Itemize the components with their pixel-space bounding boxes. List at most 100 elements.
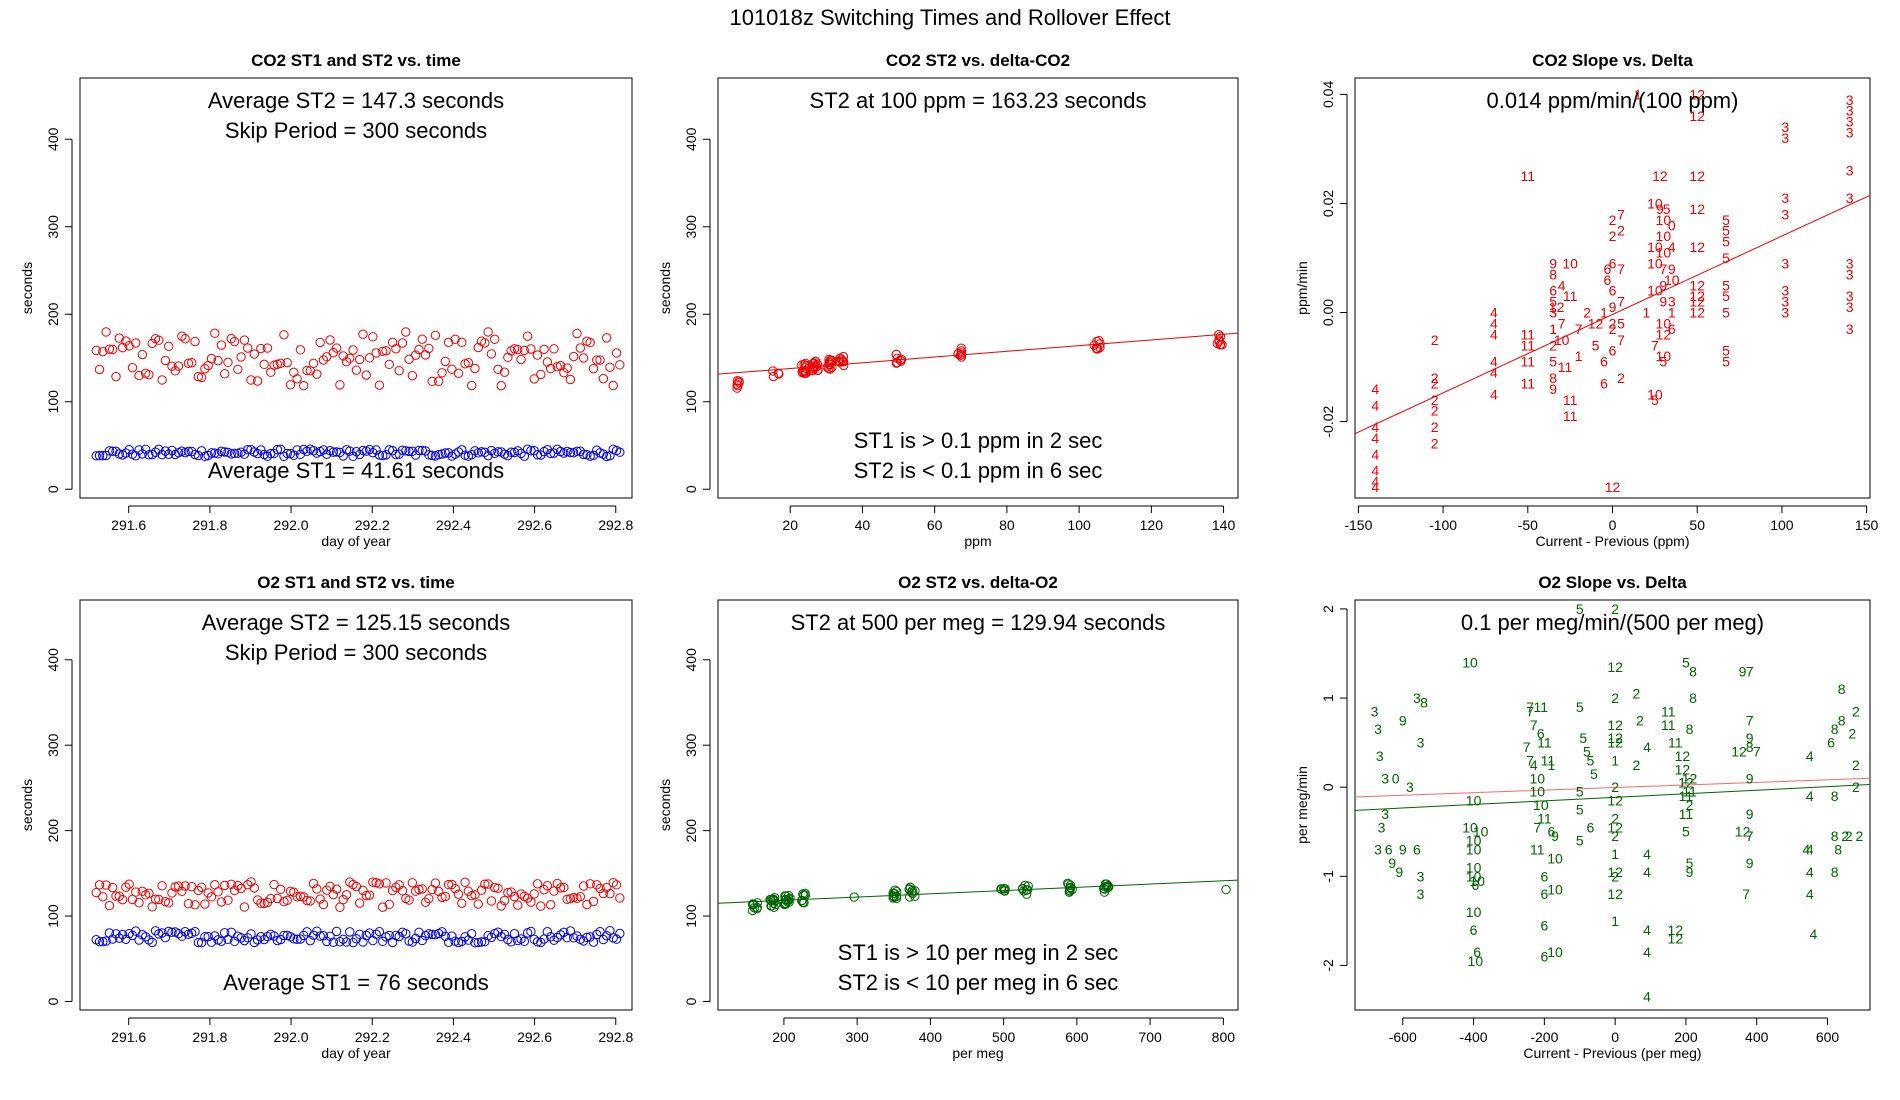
x-axis-label: day of year [321, 533, 391, 549]
data-point [243, 343, 253, 353]
data-point [368, 332, 378, 342]
x-tick-label: 700 [1138, 1029, 1162, 1045]
data-point [480, 936, 490, 947]
y-tick-label: 300 [45, 733, 61, 757]
marks [91, 327, 625, 462]
point-label: 12 [1689, 305, 1705, 321]
data-point [486, 349, 497, 359]
point-label: 5 [1682, 824, 1690, 840]
data-point [601, 451, 612, 462]
x-tick-label: 600 [1065, 1029, 1089, 1045]
data-point [318, 899, 329, 910]
data-point [1017, 884, 1028, 894]
data-point [131, 451, 141, 461]
point-label: 4 [1530, 757, 1538, 773]
point-label: 8 [1831, 828, 1839, 844]
point-label: 4 [1558, 277, 1566, 293]
annotation: Average ST2 = 125.15 seconds [202, 610, 510, 635]
point-label: 9 [1549, 255, 1557, 271]
data-point [345, 353, 355, 363]
point-label: 7 [1617, 332, 1625, 348]
point-label: 3 [1781, 206, 1789, 222]
data-point [503, 887, 513, 898]
data-point [414, 344, 424, 355]
point-label: 2 [1841, 828, 1849, 844]
data-point [611, 348, 622, 358]
data-point [219, 880, 230, 891]
data-point [480, 338, 490, 348]
data-point [773, 368, 784, 378]
point-label: 12 [1675, 761, 1691, 777]
x-tick-label: 292.6 [517, 517, 552, 533]
data-point [302, 927, 312, 937]
point-label: 5 [1590, 766, 1598, 782]
data-point [401, 446, 411, 456]
data-point [496, 901, 506, 911]
data-point [298, 381, 309, 391]
data-point [325, 881, 335, 891]
point-label: 6 [1540, 868, 1548, 884]
data-point [768, 371, 779, 382]
data-point [608, 380, 618, 391]
data-point [529, 889, 539, 899]
data-point [256, 932, 266, 942]
data-point [424, 450, 434, 460]
point-label: 3 [1381, 770, 1389, 786]
data-point [516, 934, 526, 944]
point-label: 2 [1611, 810, 1619, 826]
point-label: 11 [1558, 359, 1573, 375]
y-tick-label: 300 [683, 215, 699, 239]
data-point [325, 335, 335, 345]
point-label: 8 [1746, 739, 1754, 755]
point-label: 7 [1617, 294, 1625, 310]
point-label: 9 [1609, 299, 1617, 315]
point-label: 12 [1607, 717, 1623, 733]
data-point [506, 447, 516, 457]
data-point [605, 362, 615, 372]
point-label: 3 [1417, 886, 1425, 902]
data-point [440, 356, 450, 367]
data-point [752, 902, 762, 913]
point-label: 4 [1643, 864, 1651, 880]
data-point [177, 331, 187, 341]
data-point [615, 928, 625, 939]
data-point [322, 449, 332, 459]
point-label: 3 [1374, 721, 1382, 737]
point-label: 3 [1781, 283, 1789, 299]
data-point [371, 348, 381, 358]
data-point [108, 882, 118, 893]
point-label: 10 [1547, 944, 1563, 960]
data-point [588, 363, 599, 374]
point-label: 8 [1834, 842, 1842, 858]
point-label: 10 [1656, 228, 1672, 244]
data-point [150, 926, 161, 936]
data-point [259, 934, 269, 945]
annotation: Skip Period = 300 seconds [225, 640, 487, 665]
point-label: 3 [1781, 294, 1789, 310]
data-point [378, 450, 388, 461]
point-label: 10 [1647, 195, 1663, 211]
y-axis-label: ppm/min [1294, 261, 1310, 315]
data-point [489, 334, 500, 345]
point-label: 5 [1576, 784, 1584, 800]
point-label: 12 [1689, 86, 1705, 102]
data-point [798, 366, 808, 376]
point-label: 5 [1722, 305, 1730, 321]
data-point [331, 884, 342, 894]
point-label: 12 [1607, 864, 1623, 880]
data-point [555, 883, 566, 893]
data-point [506, 887, 516, 897]
data-point [397, 338, 408, 348]
data-point [493, 447, 503, 457]
data-point [476, 937, 487, 947]
plot-frame [717, 599, 1239, 1011]
data-point [536, 901, 546, 911]
point-label: 1 [1611, 913, 1619, 929]
data-point [1221, 884, 1231, 895]
point-label: 5 [1722, 212, 1730, 228]
point-label: 9 [1388, 855, 1396, 871]
data-point [824, 359, 834, 370]
point-label: 3 [1846, 321, 1854, 337]
data-point [470, 363, 480, 374]
data-point [1095, 342, 1105, 353]
